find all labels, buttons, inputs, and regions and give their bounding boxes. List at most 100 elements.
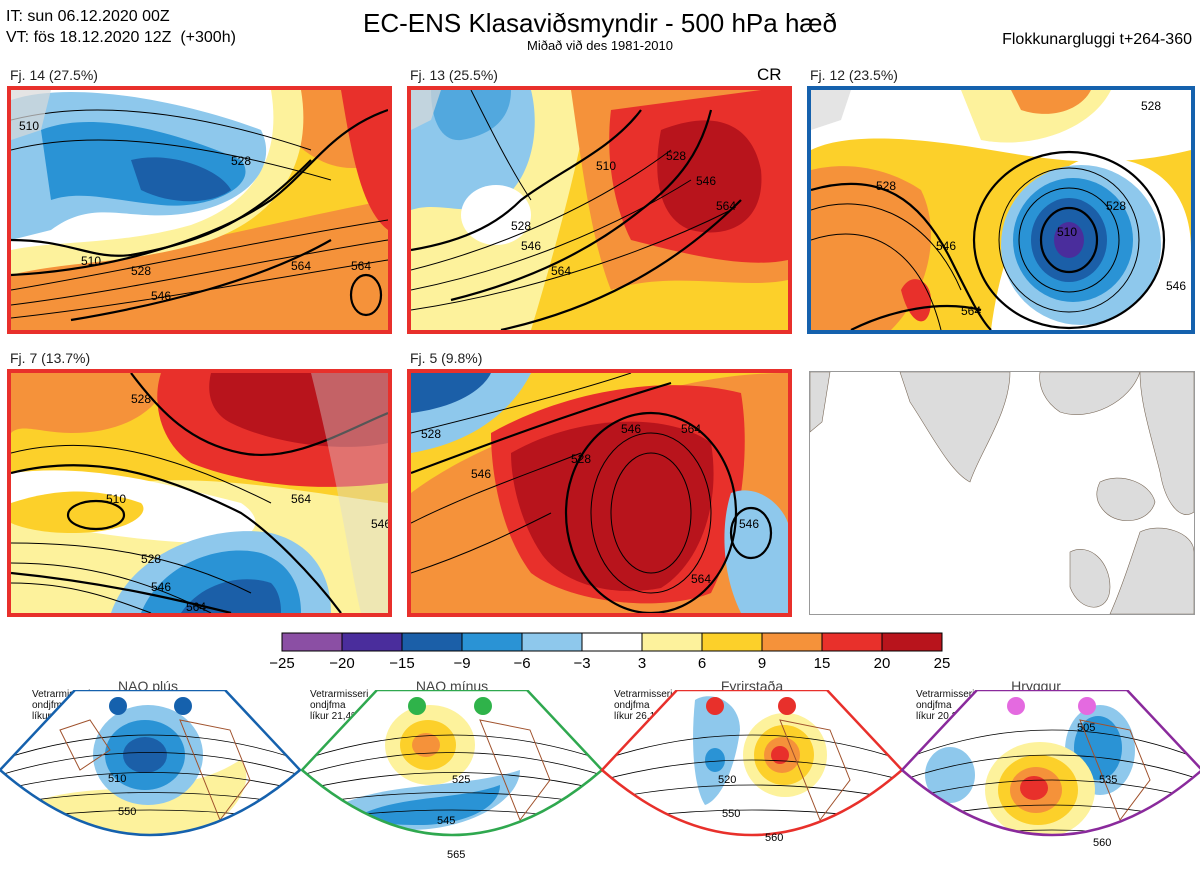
contour-label: 528 xyxy=(141,552,161,566)
contour-label: 546 xyxy=(151,580,171,594)
regime-fan-border xyxy=(600,688,904,837)
colorbar-swatch xyxy=(341,632,403,652)
contour-label: 510 xyxy=(1057,225,1077,239)
panel-label-4: Fj. 7 (13.7%) xyxy=(10,350,91,366)
regime-dot xyxy=(109,697,127,715)
contour-label: 560 xyxy=(1093,837,1111,849)
contour-label: 564 xyxy=(681,422,701,436)
panel-label-1: Fj. 14 (27.5%) xyxy=(10,67,98,83)
contour-label: 528 xyxy=(876,179,896,193)
colorbar-graphic xyxy=(281,632,943,652)
regime-dot xyxy=(474,697,492,715)
colorbar-swatch xyxy=(761,632,823,652)
colorbar-tick-label: 3 xyxy=(637,655,647,672)
regime-dot xyxy=(778,697,796,715)
contour-label: 546 xyxy=(739,517,759,531)
colorbar-tick-label: −20 xyxy=(329,655,355,672)
cluster-map-12: 510 528 546 564 528 546 528 xyxy=(807,86,1195,334)
colorbar-swatch xyxy=(401,632,463,652)
colorbar-swatch xyxy=(521,632,583,652)
colorbar-tick-label: −3 xyxy=(573,655,591,672)
contour-label: 505 xyxy=(1077,722,1095,734)
contour-label: 564 xyxy=(961,304,981,318)
regime-dot xyxy=(706,697,724,715)
contour-label: 550 xyxy=(118,806,136,818)
contour-label: 546 xyxy=(621,422,641,436)
regime-meta-3: Vetrarmisseri ondjfma líkur 26,1% xyxy=(614,689,673,722)
cluster-map-14: 510 528 546 564 528 510 564 xyxy=(7,86,392,334)
colorbar-tick-label: −25 xyxy=(269,655,295,672)
regime-maps: 510 550 525 545 565 xyxy=(0,688,1200,876)
contour-label: 546 xyxy=(1166,279,1186,293)
contour-label: 528 xyxy=(511,219,531,233)
contour-label: 546 xyxy=(521,239,541,253)
contour-label: 528 xyxy=(231,154,251,168)
regime-map-ridge: 505 535 560 xyxy=(900,688,1200,849)
header-times: IT: sun 06.12.2020 00Z VT: fös 18.12.202… xyxy=(6,6,236,48)
map-graphic: 510 528 546 564 546 528 564 xyxy=(11,373,388,613)
regime-dot xyxy=(408,697,426,715)
contour-label: 560 xyxy=(765,832,783,844)
regime-dot xyxy=(174,697,192,715)
panel-label-2: Fj. 13 (25.5%) xyxy=(410,67,498,83)
contour-label: 564 xyxy=(691,572,711,586)
panel-extra-cr: CR xyxy=(757,65,782,84)
regime-dot xyxy=(1007,697,1025,715)
panel-label-3: Fj. 12 (23.5%) xyxy=(810,67,898,83)
contour-label: 510 xyxy=(596,159,616,173)
contour-label: 564 xyxy=(291,492,311,506)
regime-fan-border xyxy=(300,688,604,837)
regime-maps-graphic: 510 550 525 545 565 xyxy=(0,688,1200,861)
empty-basemap xyxy=(809,371,1195,615)
contour-label: 510 xyxy=(108,773,126,785)
contour-label: 545 xyxy=(437,815,455,827)
colorbar-tick-label: 9 xyxy=(757,655,767,672)
colorbar-swatch xyxy=(821,632,883,652)
regime-dot xyxy=(1078,697,1096,715)
contour-label: 520 xyxy=(718,774,736,786)
contour-label: 525 xyxy=(452,774,470,786)
regime-fan-border xyxy=(900,688,1200,837)
regime-map-blocking: 520 550 560 xyxy=(600,688,904,844)
anomaly-colorbar xyxy=(280,632,945,657)
classification-window: Flokkunargluggi t+264-360 xyxy=(1002,31,1192,48)
contour-label: 564 xyxy=(351,259,371,273)
contour-label: 564 xyxy=(291,259,311,273)
contour-label: 546 xyxy=(371,517,388,531)
cluster-map-5: 528 546 564 546 528 564 546 xyxy=(407,369,792,617)
map-graphic: 510 528 546 564 528 546 528 xyxy=(811,90,1191,330)
contour-label: 564 xyxy=(186,600,206,613)
valid-time: VT: fös 18.12.2020 12Z (+300h) xyxy=(6,29,236,46)
contour-label: 528 xyxy=(131,264,151,278)
cluster-map-7: 510 528 546 564 546 528 564 xyxy=(7,369,392,617)
land-outline-graphic xyxy=(810,372,1194,614)
regime-map-nao-minus: 525 545 565 xyxy=(300,688,604,861)
contour-label: 528 xyxy=(131,392,151,406)
contour-label: 564 xyxy=(551,264,571,278)
regime-map-nao-plus: 510 550 xyxy=(0,688,302,837)
map-graphic: 510 528 546 564 528 546 564 xyxy=(411,90,788,330)
colorbar-tick-label: 6 xyxy=(697,655,707,672)
regime-fan-border xyxy=(0,688,302,837)
page-subtitle: Miðað við des 1981-2010 xyxy=(527,38,673,53)
contour-label: 550 xyxy=(722,808,740,820)
colorbar-swatch xyxy=(581,632,643,652)
cluster-map-13: 510 528 546 564 528 546 564 xyxy=(407,86,792,334)
colorbar-swatch xyxy=(461,632,523,652)
colorbar-tick-label: 25 xyxy=(933,655,951,672)
contour-label: 528 xyxy=(571,452,591,466)
colorbar-swatch xyxy=(881,632,943,652)
contour-label: 528 xyxy=(1141,99,1161,113)
contour-label: 546 xyxy=(471,467,491,481)
colorbar-swatch xyxy=(641,632,703,652)
contour-label: 528 xyxy=(666,149,686,163)
contour-label: 565 xyxy=(447,849,465,861)
colorbar-tick-label: −15 xyxy=(389,655,415,672)
contour-label: 510 xyxy=(106,492,126,506)
colorbar-tick-label: 15 xyxy=(813,655,831,672)
contour-label: 564 xyxy=(716,199,736,213)
colorbar-swatch xyxy=(701,632,763,652)
contour-label: 528 xyxy=(1106,199,1126,213)
regime-meta-2: Vetrarmisseri ondjfma líkur 21,4% xyxy=(310,689,369,722)
contour-label: 510 xyxy=(19,119,39,133)
